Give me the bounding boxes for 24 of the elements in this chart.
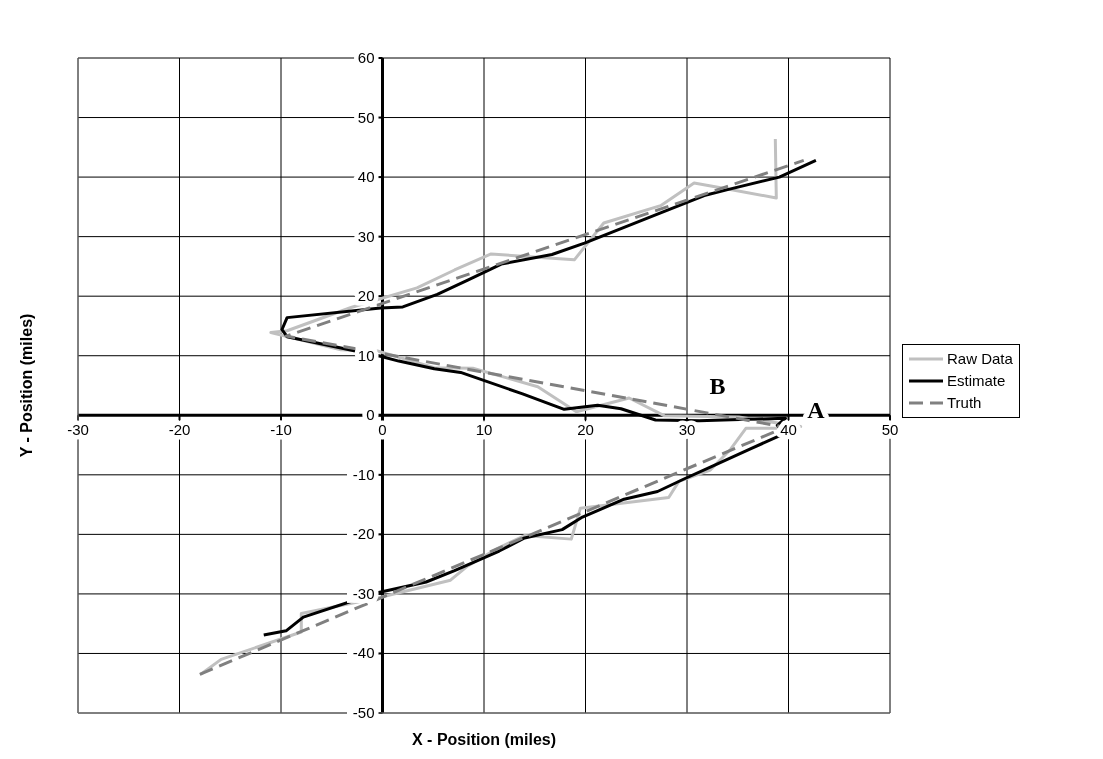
annotation: A (807, 396, 826, 423)
x-tick-label: 50 (881, 421, 899, 439)
y-tick-label: 60 (357, 49, 375, 66)
y-tick-label: 40 (357, 168, 375, 186)
y-tick-label: 50 (357, 108, 375, 126)
y-tick-label: 0 (366, 406, 375, 424)
legend-label: Raw Data (947, 350, 1013, 367)
y-axis-title: Y - Position (miles) (17, 313, 35, 458)
y-tick-label: 30 (357, 227, 375, 245)
y-tick-label: -40 (352, 644, 375, 662)
legend-label: Estimate (947, 372, 1006, 389)
x-axis-title: X - Position (miles) (411, 731, 557, 748)
legend-label: Truth (947, 394, 982, 411)
y-tick-label: 10 (357, 346, 375, 364)
x-tick-label: -30 (67, 421, 89, 439)
y-tick-label: -10 (352, 465, 375, 483)
y-tick-label: -30 (352, 584, 375, 602)
y-tick-label: -20 (352, 525, 375, 543)
x-tick-label: -10 (270, 421, 292, 439)
y-tick-label: -50 (352, 704, 375, 721)
y-tick-label: 20 (357, 287, 375, 305)
x-tick-label: 10 (475, 421, 493, 439)
annotation: B (709, 373, 726, 400)
x-tick-label: 30 (678, 421, 696, 439)
